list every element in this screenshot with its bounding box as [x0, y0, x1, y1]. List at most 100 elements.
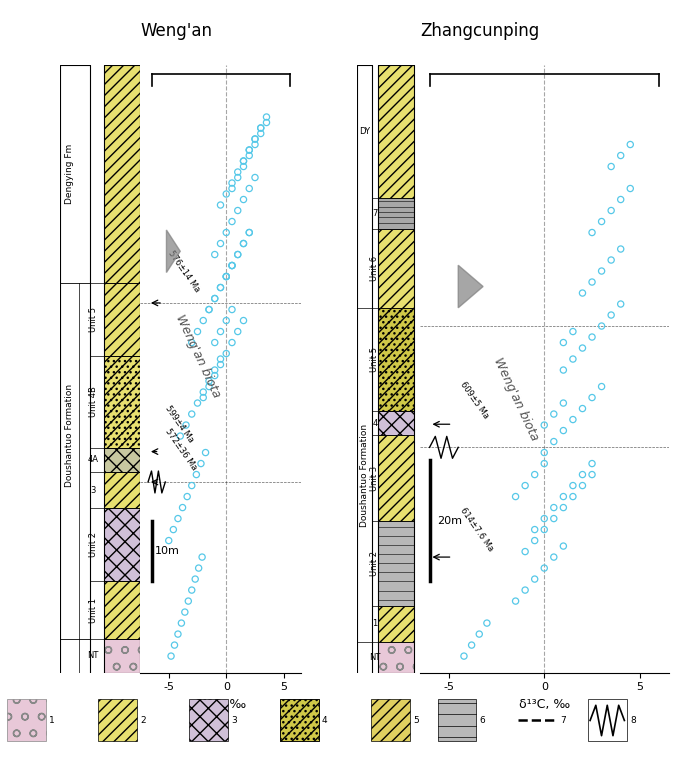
Point: [587, 276, 598, 288]
Text: Weng'an: Weng'an: [140, 22, 212, 40]
Point: [577, 342, 588, 354]
Text: 3: 3: [231, 716, 237, 725]
Point: [215, 281, 226, 293]
Point: [558, 490, 569, 502]
Text: 1: 1: [49, 716, 55, 725]
Point: [168, 524, 179, 536]
Text: 20m: 20m: [438, 515, 462, 526]
Point: [587, 226, 598, 239]
Point: [238, 237, 249, 249]
Point: [197, 386, 209, 398]
Point: [163, 534, 174, 546]
Bar: [104, 356, 140, 448]
Point: [200, 446, 211, 458]
Point: [606, 160, 617, 173]
Point: [186, 337, 197, 349]
Point: [606, 204, 617, 217]
Point: [249, 172, 260, 184]
Point: [519, 584, 531, 596]
Point: [183, 595, 194, 607]
Point: [232, 249, 244, 261]
Bar: [378, 308, 414, 411]
Bar: [378, 521, 414, 606]
Point: [209, 369, 220, 382]
Point: [186, 584, 197, 596]
Point: [548, 551, 559, 563]
Point: [529, 573, 540, 585]
Text: NT: NT: [369, 653, 381, 662]
Bar: [189, 699, 228, 741]
Point: [587, 458, 598, 470]
Point: [220, 271, 232, 283]
Point: [615, 243, 626, 255]
Bar: [104, 639, 140, 673]
Point: [232, 166, 244, 178]
Point: [244, 226, 255, 239]
Point: [558, 502, 569, 514]
Text: 4: 4: [372, 419, 377, 428]
Point: [577, 468, 588, 480]
Point: [558, 425, 569, 437]
Text: 3: 3: [90, 486, 96, 495]
Point: [548, 502, 559, 514]
Text: Zhangcunping: Zhangcunping: [420, 22, 539, 40]
Polygon shape: [167, 230, 181, 273]
Text: 6: 6: [480, 716, 485, 725]
Bar: [104, 356, 140, 448]
Point: [179, 606, 190, 618]
Point: [197, 391, 209, 404]
Point: [226, 259, 237, 271]
Text: Unit 2: Unit 2: [89, 533, 98, 557]
Point: [193, 562, 204, 574]
Text: Unit 5: Unit 5: [370, 347, 379, 372]
Point: [529, 468, 540, 480]
Point: [165, 650, 176, 662]
Text: 7: 7: [372, 209, 377, 218]
Point: [596, 215, 607, 227]
Point: [587, 331, 598, 343]
Point: [548, 512, 559, 524]
Bar: [378, 229, 414, 308]
Point: [567, 480, 578, 492]
Text: 1: 1: [372, 619, 377, 629]
Point: [209, 364, 220, 376]
Bar: [104, 472, 140, 508]
Point: [615, 150, 626, 162]
Point: [567, 325, 578, 337]
Point: [220, 226, 232, 239]
Point: [510, 595, 522, 607]
Point: [624, 138, 636, 150]
Point: [220, 271, 232, 283]
Point: [567, 490, 578, 502]
Point: [256, 128, 267, 140]
Text: Weng'an biota: Weng'an biota: [491, 356, 540, 442]
Bar: [104, 283, 140, 356]
Point: [209, 337, 220, 349]
Point: [204, 303, 215, 315]
Point: [215, 353, 226, 365]
Point: [172, 512, 183, 524]
Point: [226, 177, 237, 189]
Text: 609±5 Ma: 609±5 Ma: [458, 380, 490, 420]
Point: [615, 298, 626, 310]
Point: [169, 639, 180, 651]
Point: [606, 254, 617, 266]
Point: [226, 259, 237, 271]
Bar: [378, 435, 414, 521]
Point: [238, 155, 249, 167]
Text: DY: DY: [359, 127, 370, 136]
Point: [226, 337, 237, 349]
Point: [215, 199, 226, 211]
Point: [474, 628, 485, 640]
Text: 614±7.6 Ma: 614±7.6 Ma: [458, 506, 495, 553]
Point: [209, 249, 220, 261]
Point: [606, 309, 617, 321]
Bar: [280, 699, 318, 741]
Text: Unit 4B: Unit 4B: [89, 387, 98, 417]
Text: 5: 5: [413, 716, 419, 725]
Point: [215, 281, 226, 293]
Bar: [7, 699, 46, 741]
Point: [519, 546, 531, 558]
Point: [510, 490, 522, 502]
Bar: [371, 699, 409, 741]
